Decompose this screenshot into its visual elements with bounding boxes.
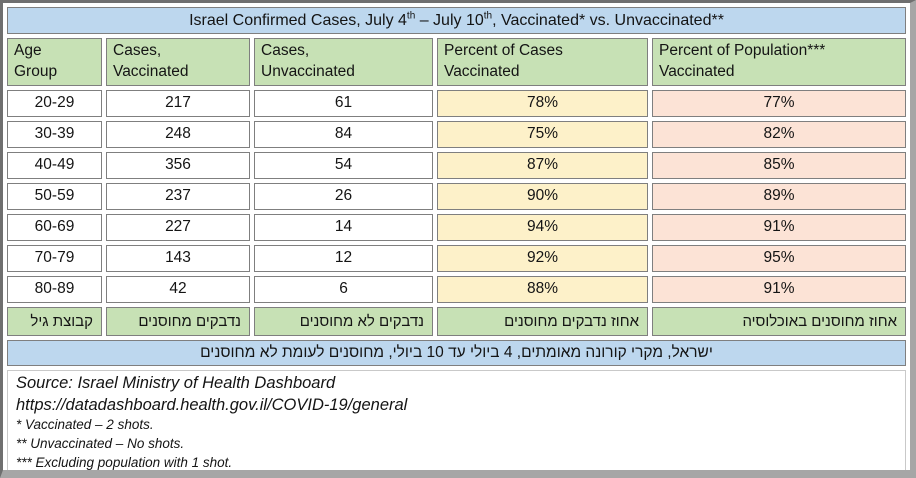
hebrew-label-age-group: קבוצת גיל (7, 306, 102, 336)
table-row: 50-59 237 26 90% 89% (7, 182, 906, 210)
pct-cases-vaccinated-cell: 75% (437, 120, 648, 148)
table-row: 70-79 143 12 92% 95% (7, 244, 906, 272)
footnote-excluding: *** Excluding population with 1 shot. (16, 455, 233, 471)
cases-vaccinated-cell: 248 (106, 120, 250, 148)
pct-population-vaccinated-cell: 91% (652, 213, 906, 241)
cases-vaccinated-cell: 42 (106, 275, 250, 303)
source-line: Source: Israel Ministry of Health Dashbo… (16, 373, 336, 392)
age-group-cell: 80-89 (7, 275, 102, 303)
cases-unvaccinated-cell: 26 (254, 182, 433, 210)
header-line: Vaccinated (113, 62, 189, 80)
pct-cases-vaccinated-cell: 94% (437, 213, 648, 241)
hebrew-label-pct-population-vaccinated: אחוז מחוסנים באוכלוסיה (652, 306, 906, 336)
pct-cases-vaccinated-cell: 87% (437, 151, 648, 179)
pct-cases-vaccinated-cell: 88% (437, 275, 648, 303)
age-group-cell: 40-49 (7, 151, 102, 179)
pct-cases-vaccinated-cell: 90% (437, 182, 648, 210)
header-line: Percent of Population*** (659, 42, 826, 59)
footnote-vaccinated: * Vaccinated – 2 shots. (16, 417, 154, 433)
cases-unvaccinated-cell: 6 (254, 275, 433, 303)
footnote-unvaccinated: ** Unvaccinated – No shots. (16, 436, 185, 452)
column-header-pct-population-vaccinated: Percent of Population*** Vaccinated (652, 38, 906, 86)
table-row: 60-69 227 14 94% 91% (7, 213, 906, 241)
column-header-cases-vaccinated: Cases, Vaccinated (106, 38, 250, 86)
title-text-segment: – July 10 (415, 11, 484, 29)
age-group-cell: 20-29 (7, 89, 102, 117)
title-superscript: th (406, 10, 416, 22)
hebrew-table-title: ישראל, מקרי קורונה מאומתים, 4 ביולי עד 1… (7, 339, 906, 366)
hebrew-label-cases-unvaccinated: נדבקים לא מחוסנים (254, 306, 433, 336)
pct-population-vaccinated-cell: 82% (652, 120, 906, 148)
pct-population-vaccinated-cell: 95% (652, 244, 906, 272)
table-row: 20-29 217 61 78% 77% (7, 89, 906, 117)
cases-unvaccinated-cell: 14 (254, 213, 433, 241)
pct-population-vaccinated-cell: 77% (652, 89, 906, 117)
confirmed-cases-table: Israel Confirmed Cases, July 4th – July … (3, 3, 910, 471)
table-row: 80-89 42 6 88% 91% (7, 275, 906, 303)
pct-population-vaccinated-cell: 91% (652, 275, 906, 303)
age-group-cell: 70-79 (7, 244, 102, 272)
cases-unvaccinated-cell: 12 (254, 244, 433, 272)
pct-population-vaccinated-cell: 89% (652, 182, 906, 210)
table-row: 30-39 248 84 75% 82% (7, 120, 906, 148)
title-superscript: th (483, 10, 493, 22)
header-line: Cases, (113, 42, 162, 59)
table-row: 40-49 356 54 87% 85% (7, 151, 906, 179)
column-header-age-group: Age Group (7, 38, 102, 86)
table-title: Israel Confirmed Cases, July 4th – July … (7, 7, 906, 34)
age-group-cell: 60-69 (7, 213, 102, 241)
hebrew-label-cases-vaccinated: נדבקים מחוסנים (106, 306, 250, 336)
title-text-segment: , Vaccinated* vs. Unvaccinated** (492, 11, 724, 29)
header-line: Percent of Cases (444, 42, 563, 59)
cases-unvaccinated-cell: 84 (254, 120, 433, 148)
cases-vaccinated-cell: 217 (106, 89, 250, 117)
header-line: Unvaccinated (261, 62, 355, 80)
column-header-pct-cases-vaccinated: Percent of Cases Vaccinated (437, 38, 648, 86)
cases-vaccinated-cell: 227 (106, 213, 250, 241)
source-url[interactable]: https://datadashboard.health.gov.il/COVI… (16, 395, 408, 414)
source-box: Source: Israel Ministry of Health Dashbo… (7, 369, 906, 471)
pct-population-vaccinated-cell: 85% (652, 151, 906, 179)
header-line: Group (14, 62, 58, 80)
cases-vaccinated-cell: 237 (106, 182, 250, 210)
age-group-cell: 30-39 (7, 120, 102, 148)
column-header-cases-unvaccinated: Cases, Unvaccinated (254, 38, 433, 86)
cases-unvaccinated-cell: 61 (254, 89, 433, 117)
cases-unvaccinated-cell: 54 (254, 151, 433, 179)
cases-vaccinated-cell: 143 (106, 244, 250, 272)
hebrew-label-pct-cases-vaccinated: אחוז נדבקים מחוסנים (437, 306, 648, 336)
pct-cases-vaccinated-cell: 92% (437, 244, 648, 272)
age-group-cell: 50-59 (7, 182, 102, 210)
cases-vaccinated-cell: 356 (106, 151, 250, 179)
header-line: Age (14, 42, 42, 59)
header-line: Vaccinated (444, 62, 520, 80)
header-line: Cases, (261, 42, 310, 59)
header-line: Vaccinated (659, 62, 735, 80)
pct-cases-vaccinated-cell: 78% (437, 89, 648, 117)
title-text-segment: Israel Confirmed Cases, July 4 (189, 11, 407, 29)
